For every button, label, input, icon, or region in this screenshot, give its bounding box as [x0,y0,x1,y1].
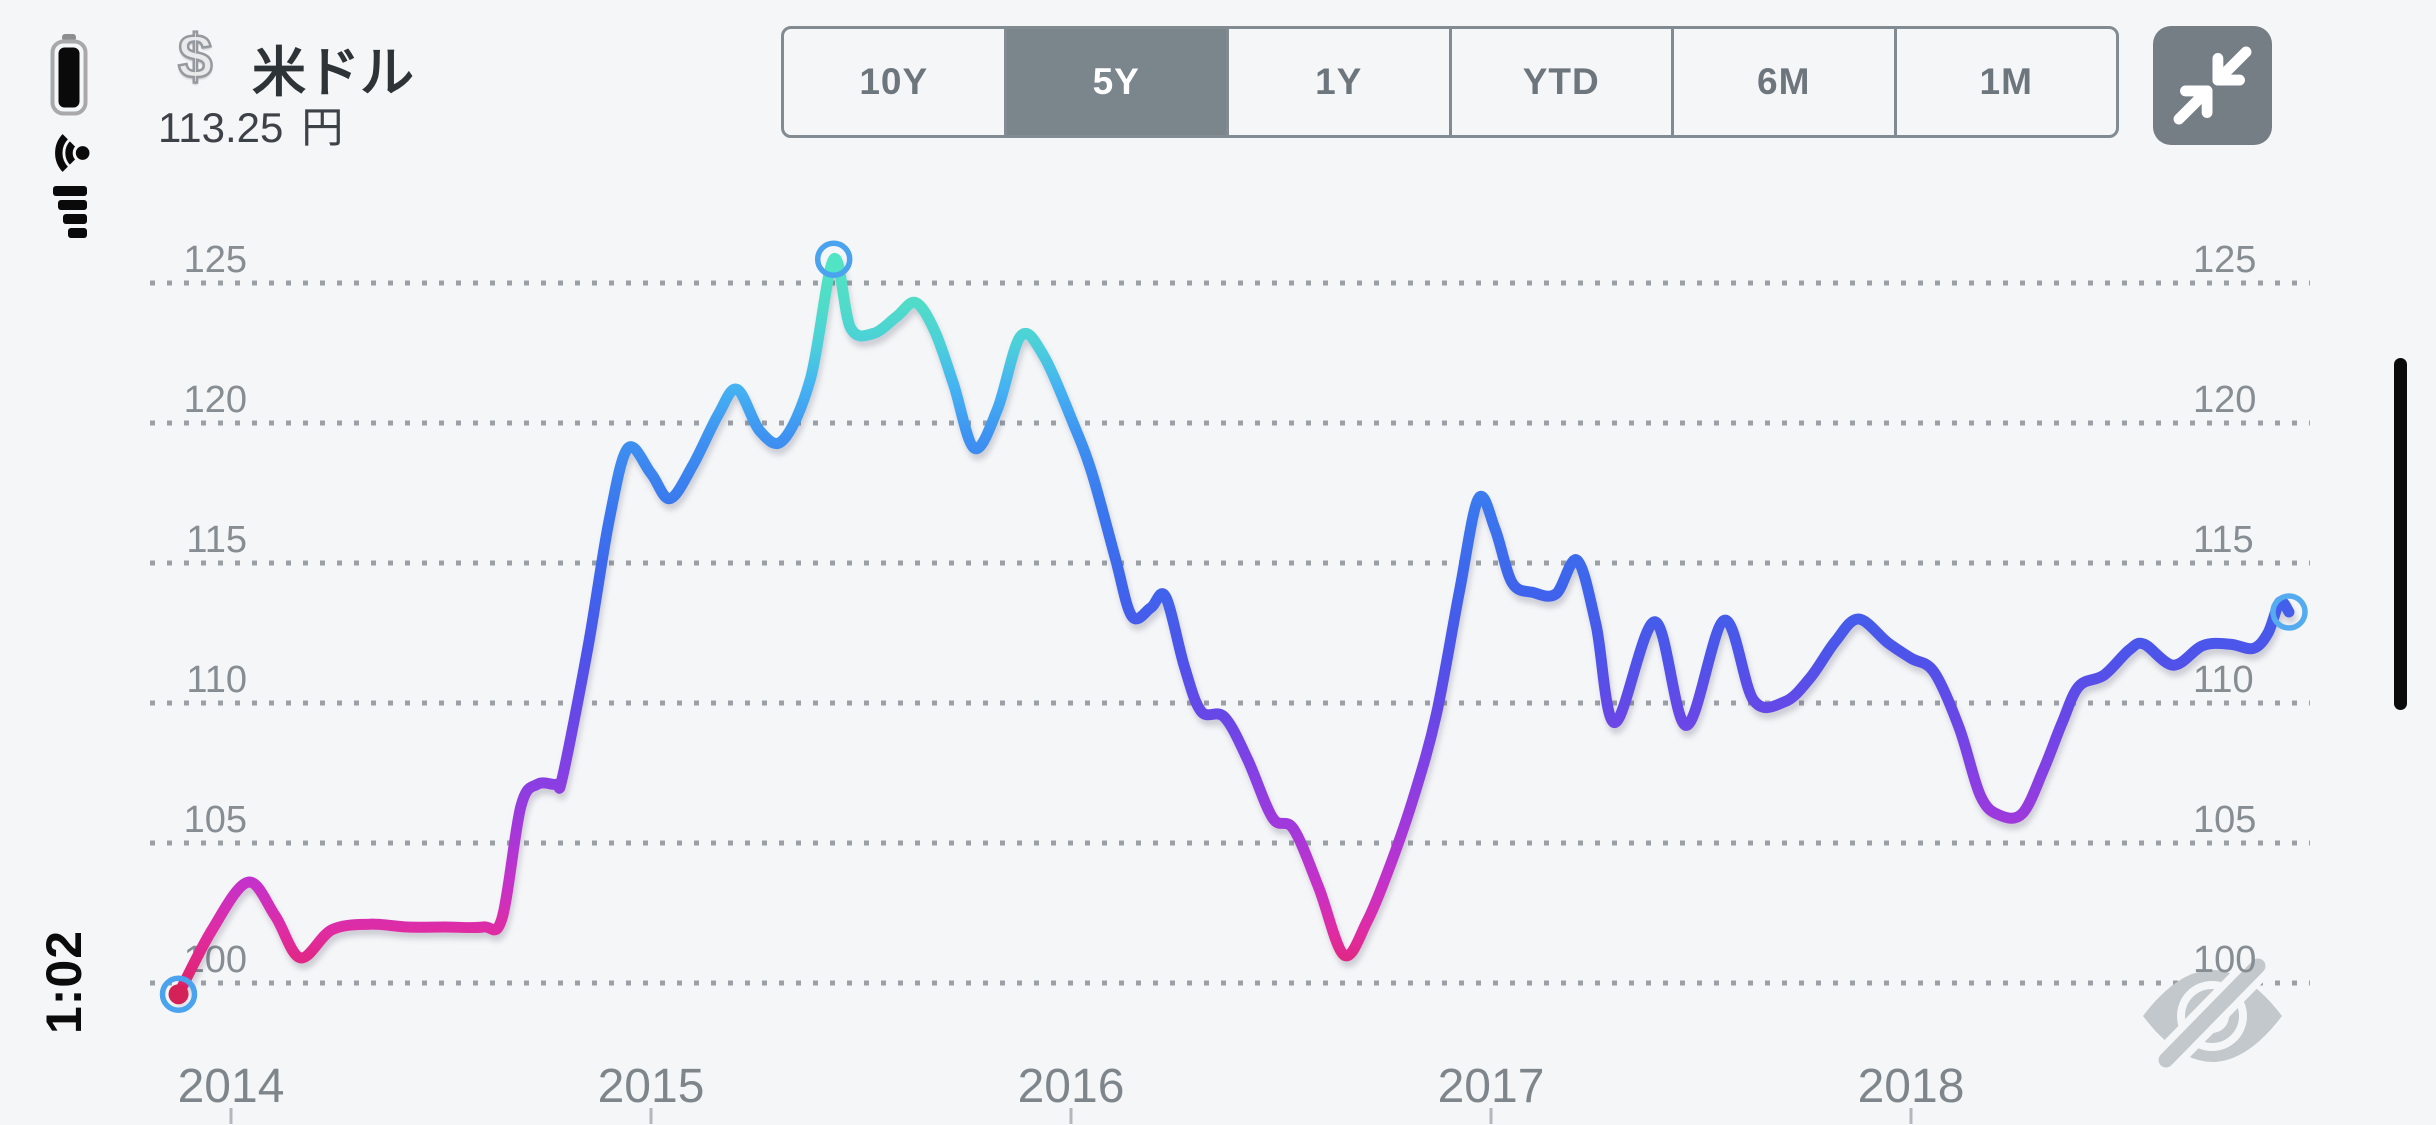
y-label-left-120: 120 [184,379,247,421]
range-button-1y[interactable]: 1Y [1229,29,1452,135]
y-label-left-110: 110 [186,659,247,701]
marker-peak-ring[interactable] [814,240,853,278]
marker-start-dot[interactable] [159,975,198,1013]
range-button-5y[interactable]: 5Y [1006,29,1229,135]
cellular-signal-icon [53,186,87,238]
price-line [173,253,2295,1000]
marker-ring [159,975,198,1013]
y-label-left-115: 115 [186,519,247,561]
range-button-1m[interactable]: 1M [1979,61,2033,102]
range-button-ytd[interactable]: YTD [1452,29,1674,135]
collapse-arrows-icon [2173,46,2252,125]
y-label-left-105: 105 [184,799,247,841]
x-label-2014: 2014 [178,1060,285,1113]
range-button-10y[interactable]: 10Y [784,29,1007,135]
marker-end-ring[interactable] [2270,593,2308,631]
x-label-2015: 2015 [598,1060,705,1113]
dollar-icon: $ [177,22,214,94]
y-label-right-110: 110 [2193,659,2254,701]
marker-ring [2270,593,2308,631]
scroll-indicator [2394,358,2407,710]
marker-ring [814,240,853,278]
time-range-selector: 10Y 5Y 1Y YTD 6M 1M [781,26,2119,138]
price-value: 113.25 [158,104,284,151]
y-label-right-100: 100 [2193,939,2256,981]
currency-name: 米ドル [252,43,414,103]
current-price: 113.25 円 [158,94,343,155]
x-label-2017: 2017 [1438,1060,1545,1113]
visibility-off-icon [2143,951,2282,1075]
status-icons [44,34,94,240]
y-label-right-120: 120 [2193,379,2256,421]
y-label-right-125: 125 [2193,239,2256,281]
wifi-icon [55,128,90,178]
price-unit: 円 [301,104,344,151]
x-label-2016: 2016 [1018,1060,1125,1113]
y-label-right-115: 115 [2193,519,2254,561]
collapse-button[interactable] [2153,26,2272,145]
y-label-right-105: 105 [2193,799,2256,841]
y-label-left-125: 125 [184,239,247,281]
x-label-2018: 2018 [1858,1060,1965,1113]
eye-slash [2158,958,2266,1068]
battery-icon [50,34,88,116]
marker-dot [168,984,189,1005]
range-button-6m[interactable]: 6M [1674,29,1897,135]
